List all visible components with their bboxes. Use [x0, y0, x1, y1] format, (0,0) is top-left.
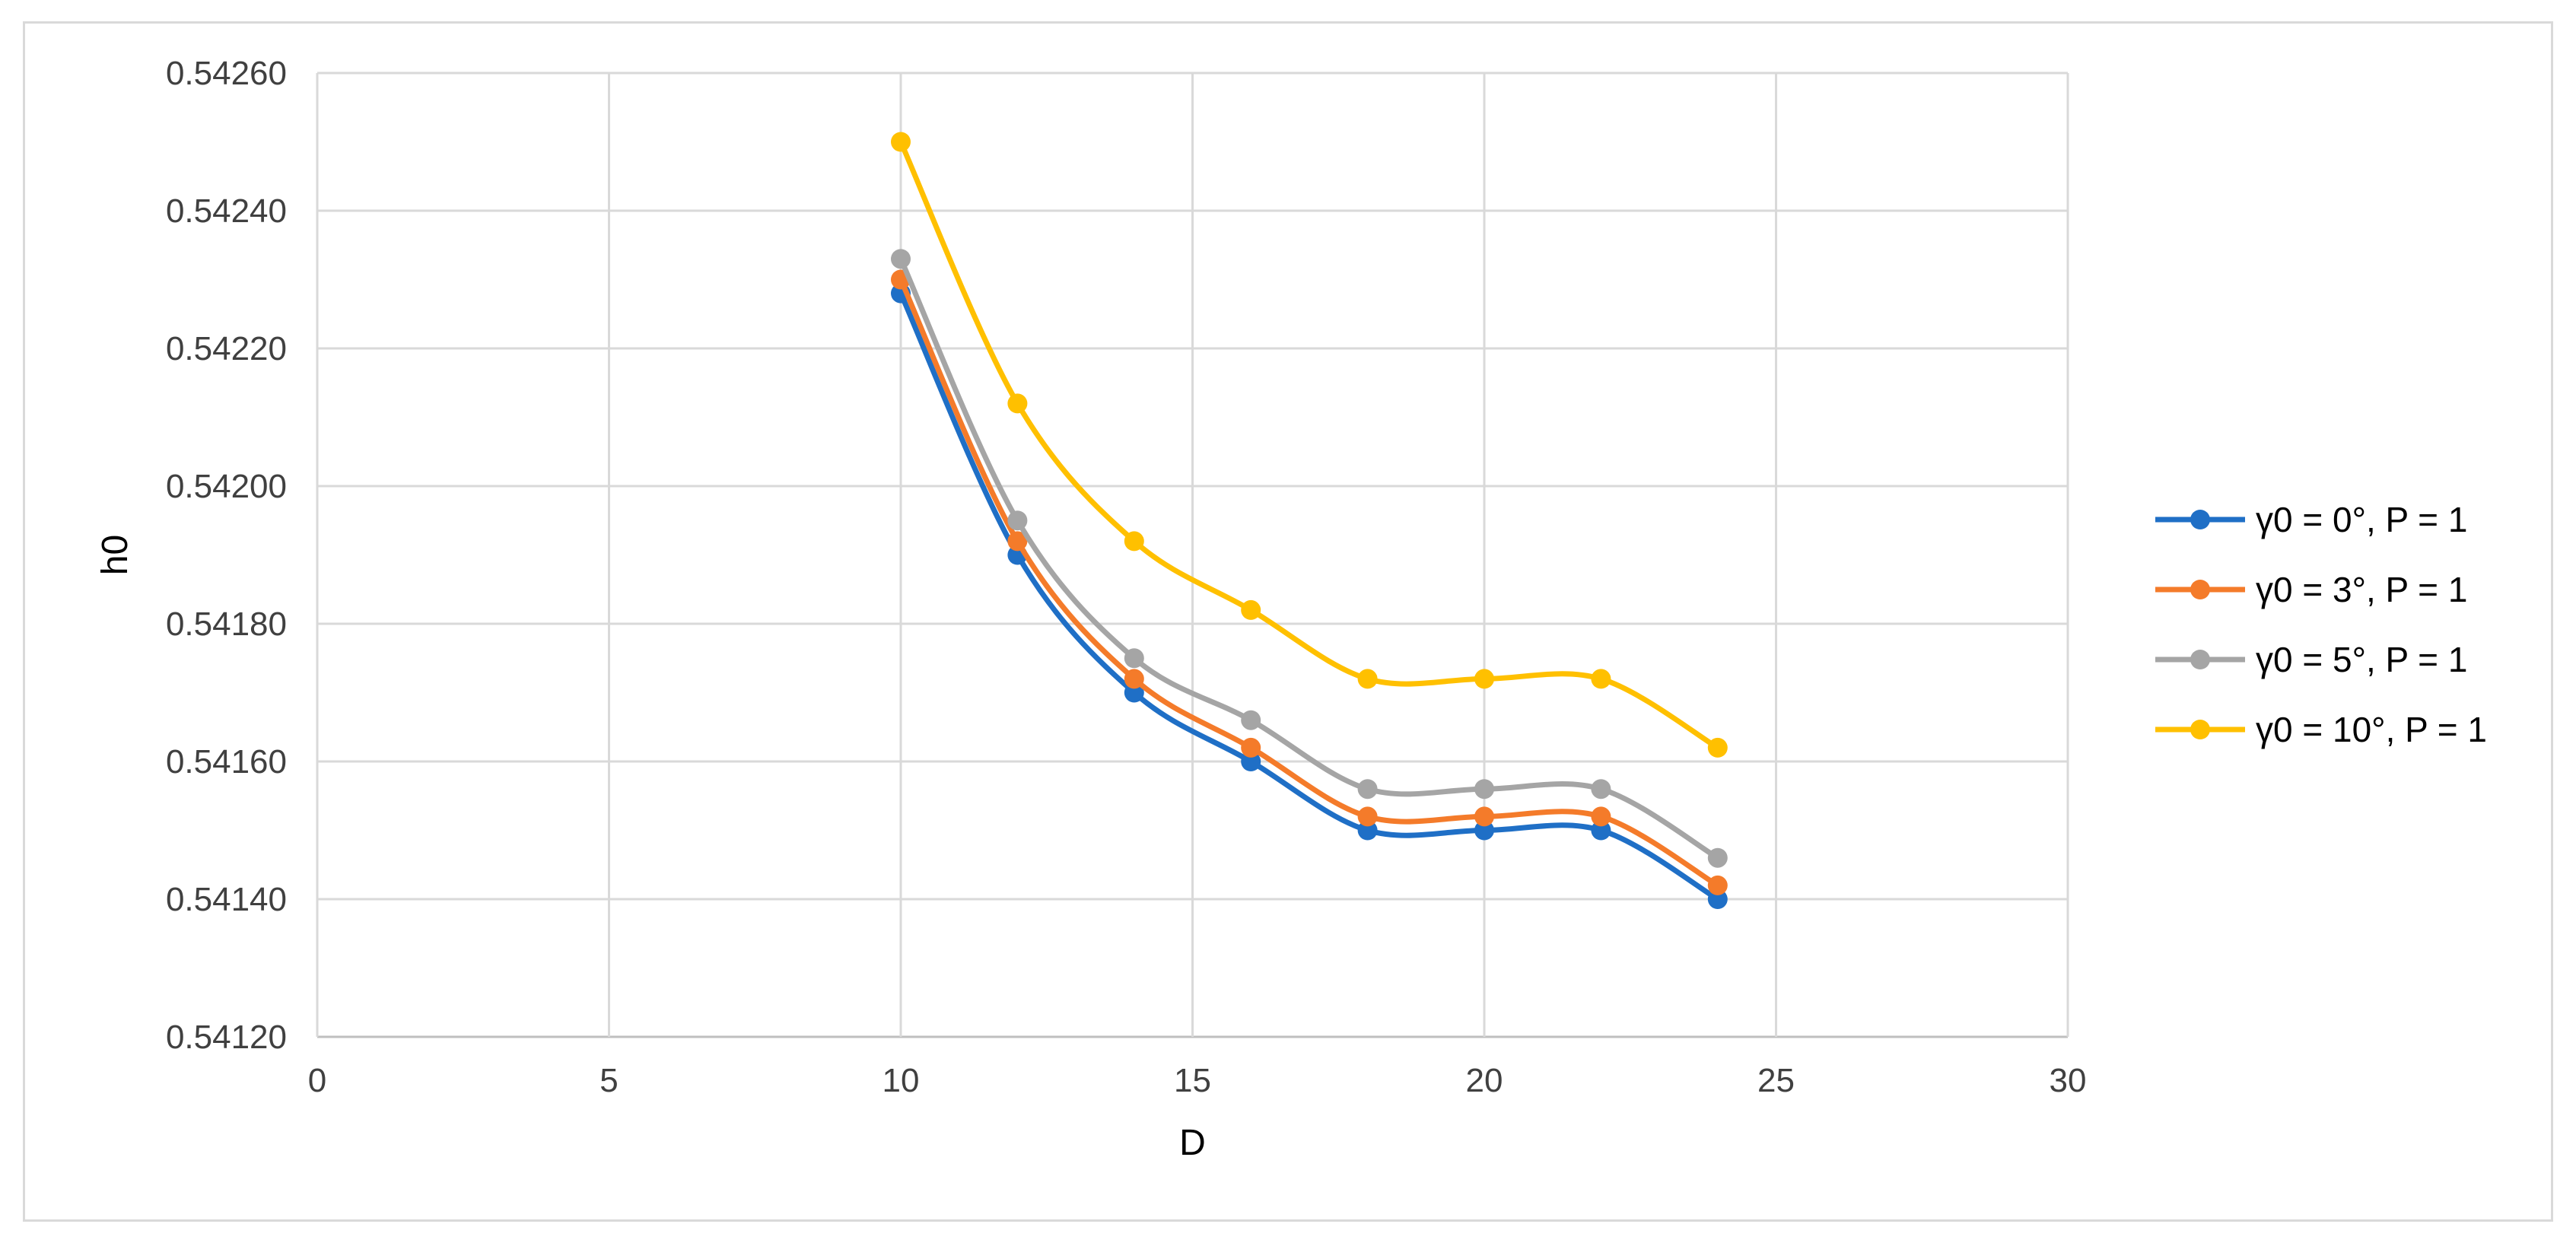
data-point	[1241, 599, 1261, 620]
legend-item: γ0 = 3°, P = 1	[2155, 570, 2467, 609]
legend-marker	[2190, 650, 2210, 669]
x-tick-label: 20	[1466, 1062, 1503, 1099]
legend-label: γ0 = 0°, P = 1	[2256, 500, 2467, 539]
x-tick-label: 5	[599, 1062, 618, 1099]
x-tick-label: 25	[1757, 1062, 1795, 1099]
legend: γ0 = 0°, P = 1 γ0 = 3°, P = 1 γ0 = 5°, P =…	[2155, 500, 2487, 749]
data-point	[1357, 820, 1378, 841]
x-tick-label: 15	[1174, 1062, 1211, 1099]
line-chart: 0.54120 0.54140 0.54160 0.54180 0.54200 0.542…	[95, 55, 2487, 1163]
series-line	[898, 291, 1721, 902]
y-tick-label: 0.54200	[166, 468, 287, 505]
series-2	[891, 269, 1728, 895]
data-point	[1707, 875, 1728, 895]
legend-marker	[2190, 720, 2210, 739]
y-tick-label: 0.54220	[166, 330, 287, 367]
legend-item: γ0 = 0°, P = 1	[2155, 500, 2467, 539]
legend-item: γ0 = 5°, P = 1	[2155, 640, 2467, 679]
data-point	[1124, 682, 1144, 703]
x-tick-label: 30	[2050, 1062, 2087, 1099]
data-point	[1591, 820, 1611, 841]
legend-marker	[2190, 580, 2210, 599]
data-point	[1007, 531, 1028, 552]
x-tick-label: 0	[308, 1062, 326, 1099]
y-tick-label: 0.54260	[166, 55, 287, 92]
data-point	[891, 249, 911, 269]
data-point	[1591, 779, 1611, 800]
y-tick-label: 0.54140	[166, 881, 287, 918]
data-point	[891, 132, 911, 152]
data-point	[1124, 669, 1144, 689]
data-point	[1474, 806, 1494, 827]
series-4	[891, 132, 1728, 758]
chart-frame: 0.54120 0.54140 0.54160 0.54180 0.54200 0.542…	[23, 21, 2553, 1222]
data-point	[1707, 889, 1728, 909]
series-line	[898, 139, 1721, 751]
legend-marker	[2190, 510, 2210, 529]
y-axis-ticks: 0.54120 0.54140 0.54160 0.54180 0.54200 0.542…	[166, 55, 287, 1056]
data-point	[1707, 847, 1728, 868]
x-axis-ticks: 0 5 10 15 20 25 30	[308, 1062, 2087, 1099]
data-point	[1357, 779, 1378, 800]
x-tick-label: 10	[883, 1062, 920, 1099]
legend-label: γ0 = 3°, P = 1	[2256, 570, 2467, 609]
x-axis-title: D	[1179, 1123, 1206, 1163]
data-point	[1007, 510, 1028, 531]
data-point	[1474, 669, 1494, 689]
series-3	[891, 249, 1728, 868]
data-point	[1591, 669, 1611, 689]
data-point	[1357, 806, 1378, 827]
series-line	[898, 256, 1721, 861]
y-tick-label: 0.54160	[166, 743, 287, 780]
data-point	[1124, 531, 1144, 552]
y-axis-title: h0	[95, 535, 135, 575]
y-tick-label: 0.54240	[166, 192, 287, 230]
data-point	[1007, 393, 1028, 414]
data-point	[1474, 820, 1494, 841]
legend-item: γ0 = 10°, P = 1	[2155, 710, 2487, 749]
series-lines	[891, 132, 1728, 909]
data-point	[1241, 737, 1261, 758]
series-line	[898, 277, 1721, 889]
data-point	[1357, 669, 1378, 689]
legend-label: γ0 = 5°, P = 1	[2256, 640, 2467, 679]
data-point	[1707, 737, 1728, 758]
y-tick-label: 0.54180	[166, 606, 287, 643]
data-point	[1124, 648, 1144, 669]
data-point	[1241, 710, 1261, 730]
data-point	[1241, 752, 1261, 771]
data-point	[1591, 806, 1611, 827]
y-tick-label: 0.54120	[166, 1019, 287, 1056]
data-point	[1474, 779, 1494, 800]
gridlines	[316, 72, 2069, 1038]
legend-label: γ0 = 10°, P = 1	[2256, 710, 2487, 749]
